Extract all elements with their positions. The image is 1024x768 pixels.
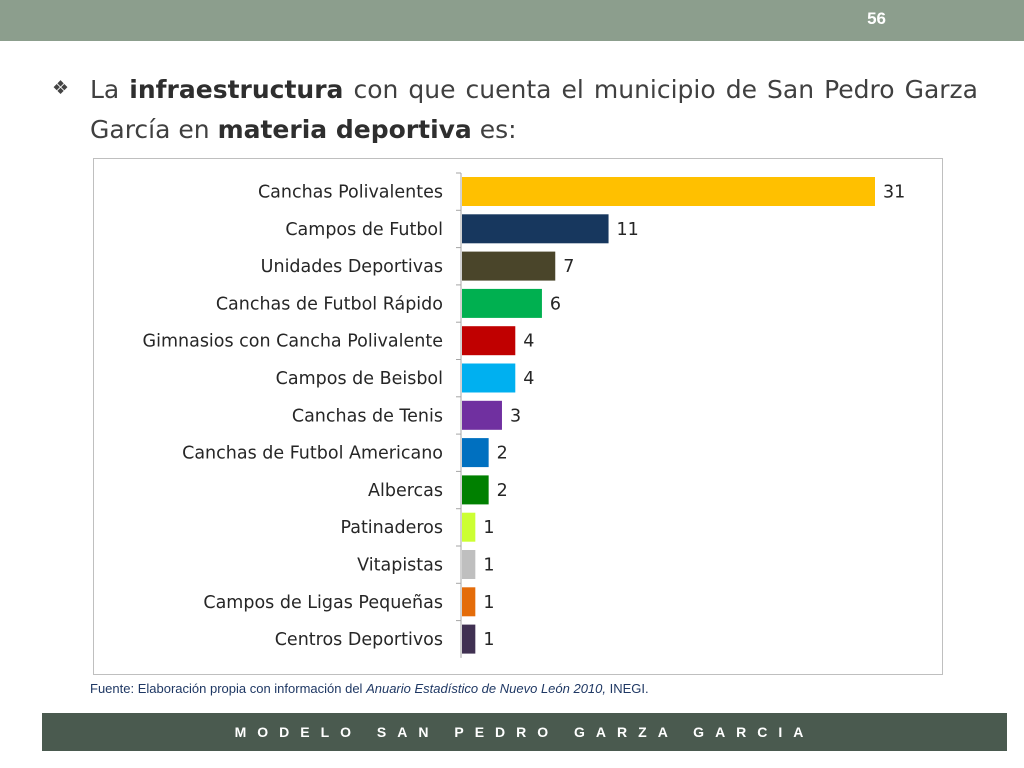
- bar: [462, 587, 476, 617]
- bar: [462, 400, 502, 430]
- bar: [462, 475, 489, 505]
- bar: [462, 177, 875, 206]
- source-suffix: INEGI.: [606, 681, 649, 696]
- four-diamond-icon: ❖: [52, 77, 70, 99]
- category-label: Patinaderos: [340, 518, 443, 538]
- footer-title: MODELO SAN PEDRO GARZA GARCIA: [234, 724, 815, 740]
- bar: [462, 512, 476, 542]
- bar: [462, 251, 556, 281]
- source-prefix: Fuente: Elaboración propia con informaci…: [90, 681, 367, 696]
- page-number: 56: [867, 9, 886, 28]
- data-label: 31: [883, 183, 905, 203]
- data-label: 11: [617, 220, 639, 240]
- bar: [462, 624, 476, 654]
- category-label: Gimnasios con Cancha Polivalente: [143, 332, 443, 352]
- bar: [462, 326, 516, 356]
- category-label: Centros Deportivos: [275, 630, 443, 650]
- bullet-text-part2: con que cuenta el municipio de San Pedro…: [90, 75, 978, 144]
- bullet-text-part3: es:: [471, 115, 517, 144]
- data-label: 1: [483, 518, 494, 538]
- data-label: 3: [510, 406, 521, 426]
- category-label: Campos de Futbol: [285, 220, 443, 240]
- data-label: 2: [497, 444, 508, 464]
- category-label: Albercas: [368, 481, 443, 501]
- data-label: 4: [523, 332, 534, 352]
- bullet-text: La infraestructura con que cuenta el mun…: [90, 70, 978, 150]
- bar: [462, 550, 476, 579]
- bar: [462, 363, 516, 393]
- bar: [462, 288, 542, 318]
- data-label: 1: [483, 556, 494, 576]
- data-label: 1: [483, 630, 494, 650]
- bar-chart: Canchas Polivalentes 31 Campos de Futbol 11…: [93, 158, 943, 675]
- category-label: Canchas Polivalentes: [258, 183, 443, 203]
- source-italic: Anuario Estadístico de Nuevo León 2010,: [366, 681, 607, 696]
- data-label: 2: [497, 481, 508, 501]
- category-label: Unidades Deportivas: [261, 257, 443, 277]
- top-bar: 56: [0, 0, 1024, 41]
- data-label: 7: [563, 257, 574, 277]
- bar: [462, 214, 609, 244]
- bullet-text-part1: La: [90, 75, 130, 104]
- footer-bar: MODELO SAN PEDRO GARZA GARCIA: [42, 713, 1007, 751]
- category-label: Canchas de Futbol Rápido: [216, 294, 443, 314]
- data-label: 6: [550, 294, 561, 314]
- bar: [462, 438, 489, 468]
- category-label: Campos de Ligas Pequeñas: [203, 593, 443, 613]
- bullet-bold-materia: materia deportiva: [217, 115, 472, 144]
- data-label: 1: [483, 593, 494, 613]
- bullet-bold-infraestructura: infraestructura: [129, 75, 344, 104]
- category-label: Vitapistas: [357, 556, 443, 576]
- category-label: Canchas de Futbol Americano: [182, 444, 443, 464]
- source-note: Fuente: Elaboración propia con informaci…: [90, 681, 649, 696]
- category-label: Campos de Beisbol: [276, 369, 443, 389]
- data-label: 4: [523, 369, 534, 389]
- category-label: Canchas de Tenis: [292, 406, 443, 426]
